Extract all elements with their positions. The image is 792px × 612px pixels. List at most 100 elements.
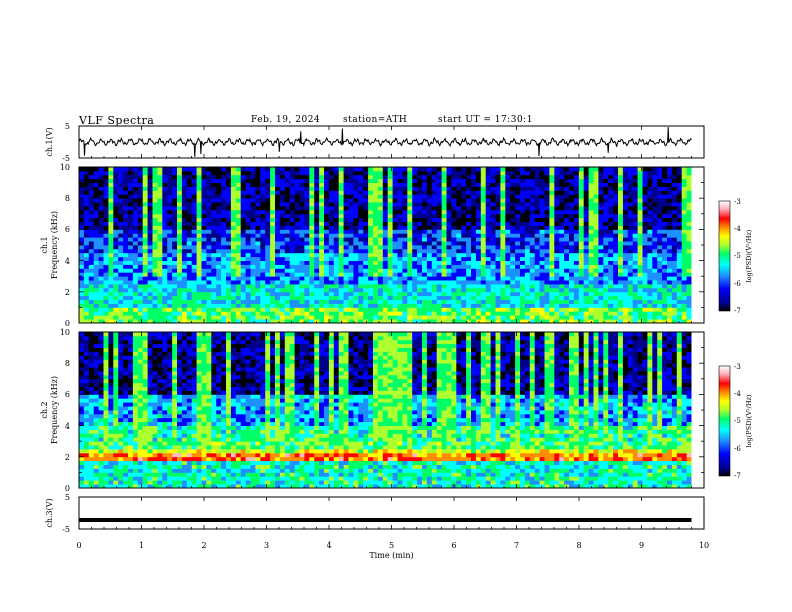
spectrogram-cell	[132, 190, 139, 195]
spectrogram-cell	[608, 213, 614, 219]
spectrogram-cell	[490, 311, 496, 316]
spectrogram-cell	[348, 272, 354, 277]
ch1-spectrogram-cells	[79, 167, 704, 324]
spectrogram-cell	[431, 182, 438, 187]
spectrogram-cell	[382, 264, 389, 269]
spectrogram-cell	[426, 209, 433, 215]
spectrogram-cell	[475, 233, 482, 238]
spectrogram-cell	[368, 264, 374, 269]
spectrogram-cell	[275, 268, 281, 273]
spectrogram-cell	[348, 213, 354, 219]
spectrogram-cell	[93, 268, 99, 273]
spectrogram-cell	[83, 245, 90, 250]
spectrogram-cell	[647, 221, 653, 226]
spectrogram-cell	[573, 167, 580, 172]
spectrogram-cell	[226, 206, 232, 211]
spectrogram-cell	[524, 245, 531, 250]
spectrogram-cell	[250, 182, 256, 187]
spectrogram-cell	[319, 268, 325, 273]
spectrogram-cell	[260, 268, 266, 273]
spectrogram-cell	[167, 194, 173, 199]
spectrogram-cell	[319, 178, 325, 183]
spectrogram-cell	[226, 307, 232, 312]
spectrogram-cell	[456, 287, 462, 293]
spectrogram-cell	[314, 287, 320, 293]
spectrogram-cell	[402, 287, 408, 293]
spectrogram-cell	[549, 174, 555, 180]
spectrogram-cell	[128, 225, 134, 230]
spectrogram-cell	[466, 217, 472, 222]
spectrogram-cell	[333, 264, 340, 269]
spectrogram-cell	[250, 213, 256, 219]
spectrogram-cell	[671, 233, 678, 238]
spectrogram-cell	[564, 194, 570, 199]
spectrogram-cell	[216, 213, 222, 219]
spectrogram-cell	[382, 170, 389, 176]
spectrogram-cell	[211, 311, 217, 316]
spectrogram-cell	[564, 174, 570, 180]
spectrogram-cell	[338, 237, 344, 242]
spectrogram-cell	[549, 182, 555, 187]
spectrogram-cell	[216, 319, 222, 324]
spectrogram-cell	[333, 241, 340, 246]
spectrogram-cell	[382, 307, 389, 312]
spectrogram-cell	[333, 272, 340, 277]
spectrogram-cell	[147, 319, 153, 324]
spectrogram-cell	[245, 303, 251, 308]
spectrogram-cell	[671, 303, 678, 308]
spectrogram-cell	[152, 186, 158, 191]
spectrogram-cell	[216, 280, 222, 285]
spectrogram-cell	[461, 198, 467, 203]
spectrogram-cell	[686, 213, 692, 219]
spectrogram-cell	[333, 299, 340, 304]
spectrogram-cell	[422, 256, 428, 261]
spectrogram-cell	[240, 178, 246, 183]
spectrogram-cell	[201, 299, 207, 304]
spectrogram-cell	[667, 229, 673, 234]
spectrogram-cell	[520, 260, 526, 265]
spectrogram-cell	[128, 248, 134, 254]
spectrogram-cell	[520, 186, 526, 191]
spectrogram-cell	[216, 256, 222, 261]
spectrogram-cell	[343, 248, 349, 254]
spectrogram-cell	[510, 299, 516, 304]
spectrogram-cell	[505, 170, 511, 176]
spectrogram-cell	[466, 225, 472, 230]
spectrogram-cell	[510, 170, 516, 176]
spectrogram-cell	[142, 178, 148, 183]
spectrogram-cell	[681, 311, 687, 316]
spectrogram-cell	[235, 315, 242, 320]
spectrogram-cell	[436, 190, 442, 195]
spectrogram-cell	[240, 252, 246, 258]
spectrogram-cell	[201, 182, 207, 187]
spectrogram-cell	[515, 260, 521, 265]
spectrogram-cell	[671, 209, 678, 215]
spectrogram-cell	[128, 237, 134, 242]
spectrogram-cell	[324, 307, 330, 312]
spectrogram-cell	[475, 268, 482, 273]
spectrogram-cell	[93, 213, 99, 219]
spectrogram-cell	[206, 194, 212, 199]
spectrogram-cell	[642, 229, 648, 234]
spectrogram-cell	[500, 190, 506, 195]
spectrogram-cell	[686, 256, 692, 261]
spectrogram-cell	[456, 291, 462, 297]
spectrogram-cell	[426, 167, 433, 172]
spectrogram-cell	[505, 198, 511, 203]
spectrogram-cell	[363, 268, 369, 273]
spectrogram-cell	[348, 303, 354, 308]
spectrogram-cell	[431, 280, 438, 285]
spectrogram-cell	[211, 174, 217, 180]
spectrogram-cell	[343, 260, 349, 265]
spectrogram-cell	[632, 198, 638, 203]
spectrogram-cell	[426, 170, 433, 176]
spectrogram-cell	[167, 167, 173, 172]
spectrogram-cell	[118, 248, 124, 254]
spectrogram-cell	[338, 186, 344, 191]
spectrogram-cell	[309, 229, 315, 234]
spectrogram-cell	[500, 237, 506, 242]
spectrogram-cell	[294, 170, 300, 176]
spectrogram-cell	[539, 182, 545, 187]
spectrogram-cell	[235, 182, 242, 187]
spectrogram-cell	[549, 245, 555, 250]
